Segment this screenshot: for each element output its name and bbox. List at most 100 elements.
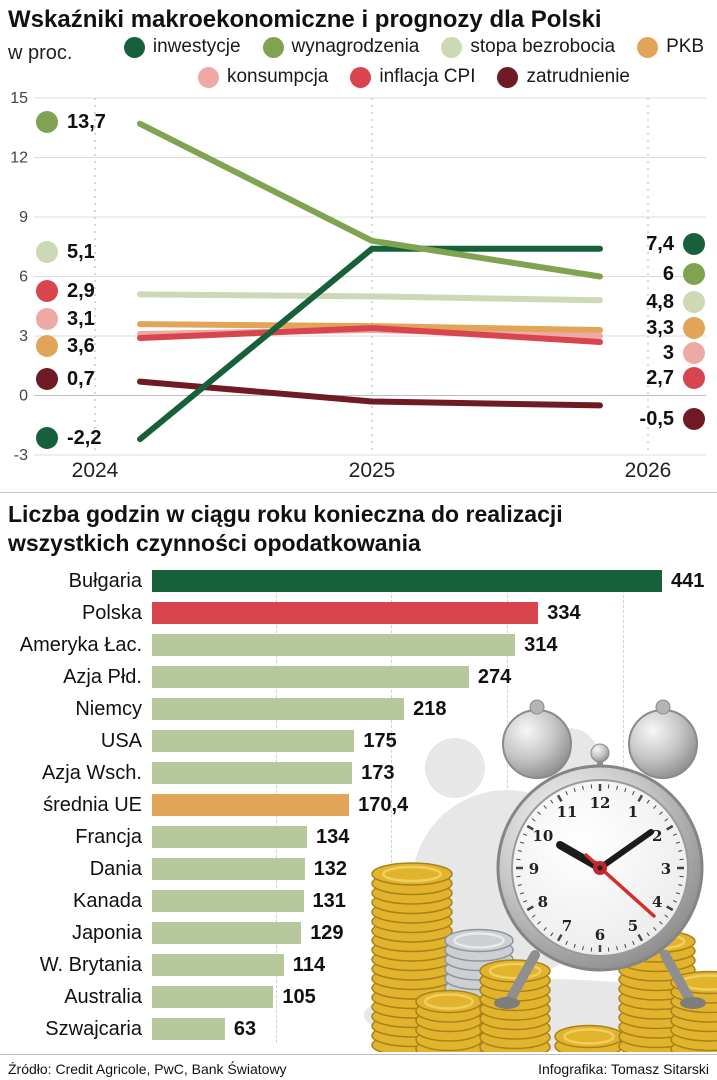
bar-value: 218 bbox=[413, 697, 447, 720]
clock-tick bbox=[526, 905, 534, 912]
legend-label: inwestycje bbox=[152, 36, 241, 57]
badge-value: -2,2 bbox=[67, 426, 102, 449]
bar-value: 175 bbox=[363, 729, 397, 752]
y-tick-label: 9 bbox=[19, 209, 28, 226]
bar bbox=[152, 666, 469, 688]
clock-tick bbox=[550, 932, 554, 937]
series-dot bbox=[683, 367, 705, 389]
legend-dot bbox=[262, 36, 284, 58]
bar-value: 134 bbox=[316, 825, 350, 848]
bar-row: Polska 334 bbox=[0, 597, 717, 629]
bar-value: 314 bbox=[524, 633, 558, 656]
clock-tick bbox=[556, 934, 563, 942]
value-badge: 0,7 bbox=[36, 365, 95, 393]
minute-hand bbox=[597, 829, 654, 871]
clock-tick bbox=[519, 892, 525, 895]
value-badge: 3,1 bbox=[36, 305, 95, 333]
bar-value: 334 bbox=[547, 601, 581, 624]
value-badge: 2,9 bbox=[36, 277, 95, 305]
bar-row: średnia UE 170,4 bbox=[0, 789, 717, 821]
clock-foot bbox=[494, 997, 520, 1009]
clock-number: 2 bbox=[652, 827, 662, 845]
bar-label: Japonia bbox=[71, 921, 142, 944]
badge-value: 2,9 bbox=[67, 279, 95, 302]
legend-dot bbox=[497, 66, 519, 88]
legend-label: stopa bezrobocia bbox=[470, 36, 616, 57]
bar-chart-title-line1: Liczba godzin w ciągu roku konieczna do … bbox=[8, 501, 563, 527]
bar-label: USA bbox=[100, 729, 142, 752]
clock-tick bbox=[531, 818, 536, 822]
x-tick-label: 2026 bbox=[625, 459, 672, 482]
bar-label: Kanada bbox=[73, 889, 142, 912]
series-dot bbox=[683, 233, 705, 255]
clock-tick bbox=[550, 799, 554, 804]
clock-tick bbox=[624, 943, 627, 949]
clock-tick bbox=[653, 927, 657, 931]
legend-label: inflacja CPI bbox=[379, 66, 476, 87]
legend-label: konsumpcja bbox=[226, 66, 329, 87]
clock-tick bbox=[519, 841, 525, 844]
bar-row: Bułgaria 441 bbox=[0, 565, 717, 597]
x-tick-label: 2024 bbox=[72, 459, 119, 482]
clock-number: 5 bbox=[628, 917, 638, 935]
value-badge: 6 bbox=[663, 260, 705, 288]
bar-label: W. Brytania bbox=[39, 953, 142, 976]
bar-value: 63 bbox=[233, 1017, 257, 1040]
value-badge: 13,7 bbox=[36, 108, 106, 136]
bar-row: Szwajcaria 63 bbox=[0, 1013, 717, 1045]
clock-number: 3 bbox=[661, 860, 671, 878]
bar-row: Niemcy 218 bbox=[0, 693, 717, 725]
clock-leg bbox=[660, 950, 695, 1005]
bar-row: Kanada 131 bbox=[0, 885, 717, 917]
legend-label: zatrudnienie bbox=[526, 66, 631, 87]
bar bbox=[152, 922, 302, 944]
unit-label: w proc. bbox=[8, 42, 73, 64]
series-dot bbox=[683, 263, 705, 285]
clock-tick bbox=[666, 905, 674, 912]
clock-tick bbox=[672, 833, 677, 836]
clock-tick bbox=[582, 785, 584, 790]
legend-item: wynagrodzenia bbox=[262, 36, 419, 58]
badge-value: 0,7 bbox=[67, 367, 95, 390]
clock-tick bbox=[616, 946, 618, 951]
clock-number: 11 bbox=[557, 803, 578, 821]
bar bbox=[152, 570, 662, 592]
bar bbox=[152, 858, 305, 880]
clock-tick bbox=[543, 805, 547, 809]
bar-label: Szwajcaria bbox=[45, 1017, 142, 1040]
badge-value: 13,7 bbox=[67, 110, 106, 133]
clock-tick bbox=[537, 921, 541, 925]
bar-row: Azja Płd. 274 bbox=[0, 661, 717, 693]
clock-tick bbox=[637, 934, 644, 942]
bar-row: Australia 105 bbox=[0, 981, 717, 1013]
clock-tick bbox=[675, 892, 681, 895]
coin-top-ring bbox=[423, 993, 475, 1010]
bell-cap bbox=[529, 699, 545, 715]
bar-value: 129 bbox=[310, 921, 344, 944]
bar-label: Azja Płd. bbox=[63, 665, 142, 688]
clock-tick bbox=[632, 791, 635, 796]
clock-center-dot bbox=[597, 865, 603, 871]
value-badge: -2,2 bbox=[36, 424, 101, 452]
legend-item: inflacja CPI bbox=[350, 66, 475, 88]
bar-gridline bbox=[391, 570, 392, 1043]
legend-item: zatrudnienie bbox=[497, 66, 630, 88]
legend-item: konsumpcja bbox=[197, 66, 329, 88]
clock-tick bbox=[664, 818, 669, 822]
clock-tick bbox=[531, 914, 536, 918]
clock-tick bbox=[664, 914, 669, 918]
clock-tick bbox=[517, 884, 522, 886]
bar-row: USA 175 bbox=[0, 725, 717, 757]
series-dot bbox=[36, 280, 58, 302]
legend-dot bbox=[350, 66, 372, 88]
bar-row: W. Brytania 114 bbox=[0, 949, 717, 981]
series-dot bbox=[683, 317, 705, 339]
bar-label: Bułgaria bbox=[68, 569, 142, 592]
clock-number: 12 bbox=[590, 794, 611, 812]
series-line-inwestycje bbox=[137, 245, 603, 443]
bar bbox=[152, 890, 304, 912]
bar bbox=[152, 1018, 225, 1040]
